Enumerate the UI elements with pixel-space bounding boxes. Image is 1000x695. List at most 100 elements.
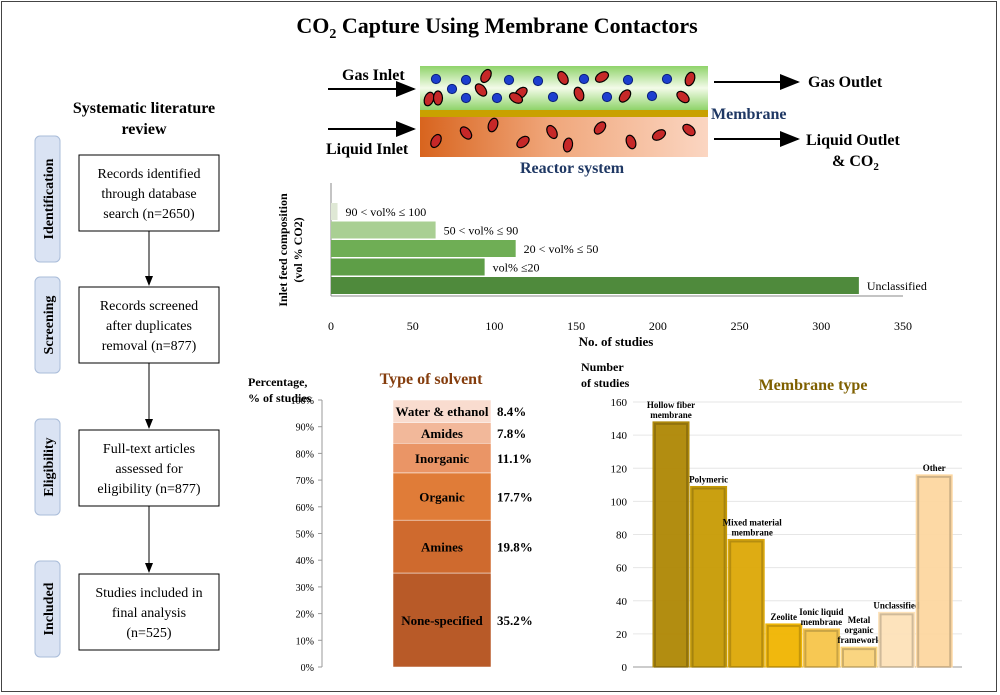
- bar-category-label: membrane: [650, 410, 692, 420]
- flow-box-text: final analysis: [112, 606, 186, 621]
- co2-molecule: [618, 89, 632, 103]
- flow-box-text: through database: [101, 187, 196, 202]
- co2-molecule: [546, 124, 558, 140]
- bar: [690, 485, 728, 668]
- stage-label: Identification: [42, 158, 57, 239]
- flow-box: [78, 573, 220, 651]
- bar-bevel: [766, 624, 801, 668]
- bar-category-label: membrane: [731, 527, 773, 537]
- flow-box-text: Records screened: [100, 299, 198, 314]
- flow-box-text: Records identified: [97, 167, 200, 182]
- co2-molecule: [625, 134, 637, 150]
- y-tick-label: 50%: [296, 530, 314, 541]
- x-tick-label: 0: [328, 319, 334, 333]
- bar: [765, 623, 803, 668]
- y-tick-label: 60%: [296, 503, 314, 514]
- review-title-line1: Systematic literature: [73, 100, 215, 117]
- bar-bevel: [654, 422, 688, 668]
- co2-molecule: [430, 133, 442, 149]
- y-tick-label: 20: [616, 629, 628, 641]
- solvent-type-chart: Percentage, % of studies Type of solvent 0%…: [248, 371, 533, 674]
- bar: [727, 538, 765, 668]
- co2-molecule: [682, 123, 696, 137]
- flow-box: [78, 154, 220, 232]
- segment-value-label: 8.4%: [497, 404, 526, 419]
- bar-label: 90 < vol% ≤ 100: [346, 205, 427, 219]
- y-axis-title-line1: Inlet feed composition: [276, 193, 290, 307]
- gas-molecule: [430, 73, 442, 85]
- gas-molecule: [503, 74, 515, 86]
- flow-box: [78, 429, 220, 507]
- y-axis-title-line2: (vol % CO2): [291, 217, 305, 282]
- co2-molecule: [480, 68, 492, 84]
- gas-molecule: [460, 92, 472, 104]
- y-tick-label: 80: [616, 530, 628, 542]
- co2-molecule: [676, 90, 690, 104]
- stack-segment: [392, 399, 492, 423]
- flow-box-text: search (n=2650): [103, 207, 195, 222]
- gas-inlet-label: Gas Inlet: [342, 67, 405, 84]
- flow-box-text: Studies included in: [95, 586, 202, 601]
- bar-label: 50 < vol% ≤ 90: [444, 224, 519, 238]
- x-tick-label: 300: [812, 319, 830, 333]
- bar-category-label: Ionic liquid: [799, 607, 843, 617]
- y-axis-title-line1: Percentage,: [248, 375, 307, 389]
- gas-molecule: [622, 74, 634, 86]
- bar: [915, 474, 953, 668]
- review-title-line2: review: [121, 121, 166, 138]
- gas-molecule: [661, 73, 673, 85]
- y-tick-label: 0%: [301, 663, 314, 674]
- y-tick-label: 120: [611, 463, 628, 475]
- bar-label: Unclassified: [867, 279, 927, 293]
- stage-tab: [34, 135, 61, 263]
- y-tick-label: 100%: [291, 396, 314, 407]
- bar-category-label: Hollow fiber: [647, 400, 695, 410]
- membrane-label: Membrane: [711, 106, 787, 123]
- flow-box: [78, 286, 220, 364]
- bar: [840, 646, 878, 668]
- bar-category-label: membrane: [801, 617, 843, 627]
- bar-category-label: Zeolite: [771, 612, 798, 622]
- co2-molecule: [432, 90, 444, 106]
- y-tick-label: 0: [622, 662, 628, 674]
- segment-value-label: 35.2%: [497, 613, 533, 628]
- bar-category-label: framework: [838, 635, 881, 645]
- gas-molecule: [578, 73, 590, 85]
- bar: [652, 421, 690, 668]
- bar: [802, 628, 840, 668]
- segment-category: None-specified: [401, 613, 483, 628]
- stack-segment: [392, 472, 492, 521]
- x-tick-label: 100: [485, 319, 503, 333]
- bar-category-label: Metal: [848, 615, 871, 625]
- y-tick-label: 140: [611, 430, 628, 442]
- segment-value-label: 11.1%: [497, 451, 532, 466]
- segment-category: Organic: [419, 490, 465, 505]
- chart-title: Membrane type: [759, 377, 868, 394]
- bar-label: vol% ≤20: [493, 261, 540, 275]
- bar-bevel: [804, 629, 839, 668]
- bar-bevel: [879, 613, 914, 668]
- bar-category-label: Mixed material: [723, 517, 783, 527]
- membrane-layer: [420, 110, 708, 117]
- flow-box-text: eligibility (n=877): [97, 482, 200, 497]
- co2-molecule: [594, 71, 610, 83]
- y-tick-label: 20%: [296, 610, 314, 621]
- segment-category: Water & ethanol: [396, 404, 489, 419]
- reactor-system-label: Reactor system: [520, 160, 625, 177]
- co2-molecule: [474, 83, 488, 97]
- bar: [878, 611, 916, 668]
- reactor-diagram: Gas Inlet Liquid Inlet Gas Outlet Membra…: [326, 66, 900, 177]
- bar-bevel: [729, 540, 764, 668]
- x-tick-label: 250: [731, 319, 749, 333]
- stage-tab: [34, 418, 61, 516]
- flow-box-text: removal (n=877): [102, 339, 197, 354]
- stack-segment: [392, 519, 492, 574]
- y-axis-title-line2: % of studies: [248, 391, 312, 405]
- x-tick-label: 200: [649, 319, 667, 333]
- flow-box-text: after duplicates: [106, 319, 192, 334]
- y-tick-label: 90%: [296, 423, 314, 434]
- y-tick-label: 10%: [296, 636, 314, 647]
- co2-molecule: [487, 117, 499, 133]
- flow-box-text: assessed for: [115, 462, 183, 477]
